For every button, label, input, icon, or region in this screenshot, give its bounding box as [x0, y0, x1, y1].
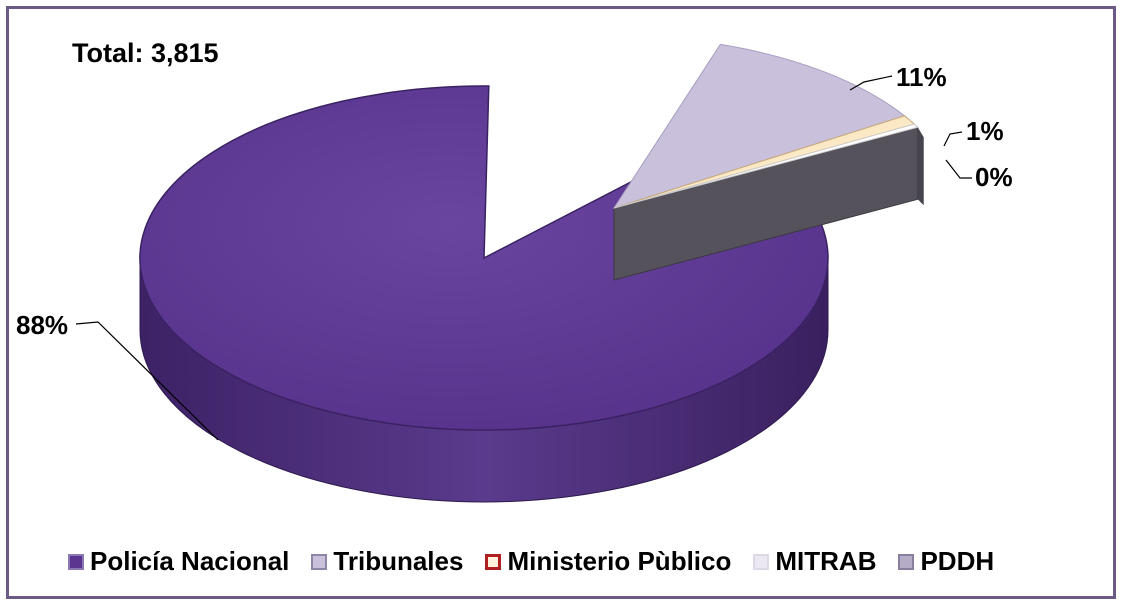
leader-line-ministerio [943, 131, 963, 147]
slice-mitrab [613, 123, 919, 209]
legend-label-ministerio: Ministerio Pùblico [507, 546, 732, 576]
data-label-ministerio: 1% [966, 116, 1004, 146]
slice-edge-exploded [917, 127, 924, 206]
legend-swatch-pddh [898, 553, 915, 570]
legend-item-mitrab: MITRAB [753, 546, 876, 577]
legend-item-pddh: PDDH [898, 546, 994, 577]
legend-label-policia: Policía Nacional [90, 546, 290, 576]
legend-item-policia: Policía Nacional [68, 546, 289, 577]
legend-swatch-mitrab [753, 553, 770, 570]
legend-label-tribunales: Tribunales [333, 546, 464, 576]
chart-total: Total: 3,815 [72, 38, 219, 68]
chart-legend: Policía Nacional Tribunales Ministerio P… [68, 546, 994, 577]
legend-swatch-policia [68, 553, 84, 570]
data-label-policia: 88% [16, 310, 68, 340]
legend-item-tribunales: Tribunales [311, 546, 463, 577]
leader-line-policia [75, 321, 219, 441]
legend-swatch-tribunales [311, 553, 328, 570]
legend-swatch-ministerio [485, 553, 502, 570]
legend-item-ministerio: Ministerio Pùblico [485, 546, 731, 577]
pie-chart: 88% 11% 1% 0% [16, 43, 1013, 503]
legend-label-mitrab: MITRAB [775, 546, 877, 576]
legend-label-pddh: PDDH [920, 546, 995, 576]
leader-line-mitrab [945, 159, 972, 179]
leader-line-tribunales [849, 75, 893, 91]
slice-tribunales [612, 43, 906, 209]
data-label-tribunales: 11% [896, 62, 947, 92]
data-label-mitrab: 0% [975, 162, 1013, 192]
